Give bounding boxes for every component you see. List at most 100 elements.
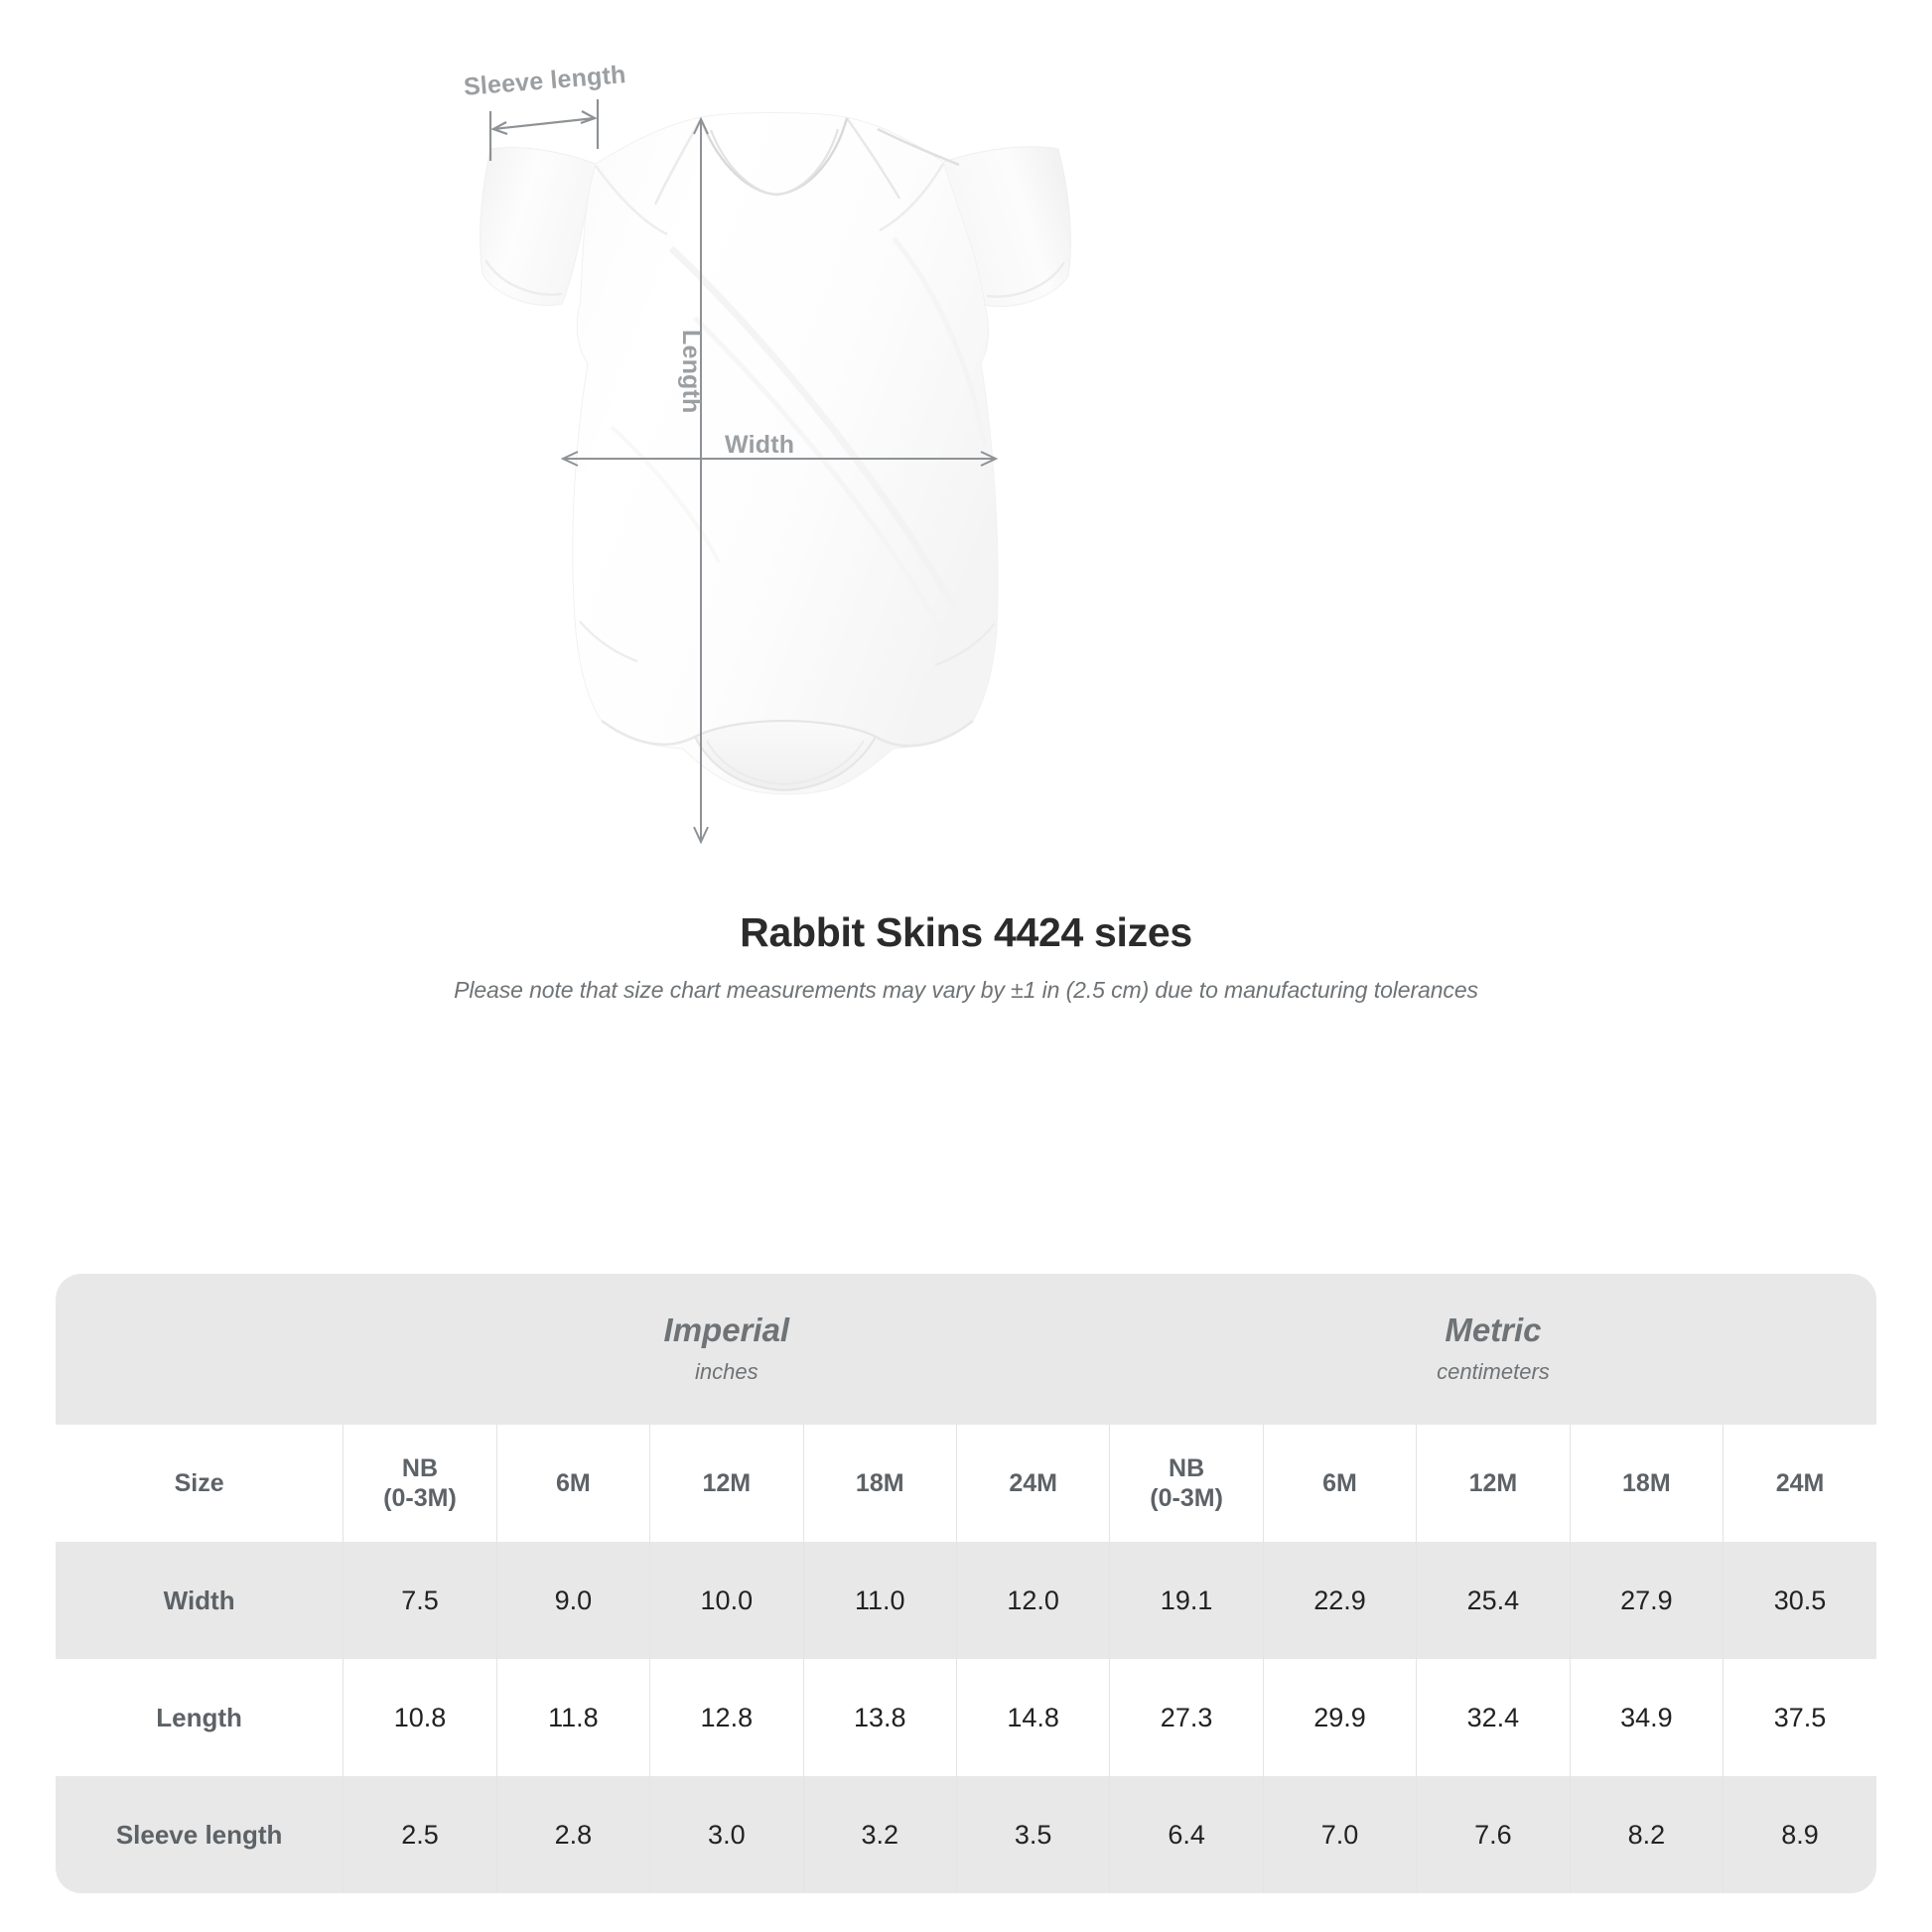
left-leg-notch — [579, 621, 638, 663]
unit-name: Metric — [1445, 1311, 1542, 1348]
measurement-cell: 3.2 — [802, 1776, 957, 1893]
measurement-cell: 11.0 — [802, 1542, 957, 1659]
measurement-cell: 37.5 — [1723, 1659, 1876, 1776]
measurement-cell: 30.5 — [1723, 1542, 1876, 1659]
column-header-nb: NB (0-3M) — [343, 1425, 497, 1542]
measurement-cell: 12.8 — [649, 1659, 804, 1776]
measurement-cell: 14.8 — [955, 1659, 1110, 1776]
column-header-12m: 12M — [1416, 1425, 1571, 1542]
size-age-range: (0-3M) — [1150, 1484, 1223, 1512]
right-leg-notch — [934, 622, 996, 667]
column-header-size: Size — [56, 1425, 344, 1542]
size-name: 18M — [1622, 1468, 1671, 1497]
column-header-6m: 6M — [495, 1425, 650, 1542]
measurement-cell: 22.9 — [1262, 1542, 1417, 1659]
bodysuit-diagram — [480, 99, 1071, 845]
fabric-fold-2 — [693, 316, 958, 657]
measurement-cell: 3.5 — [955, 1776, 1110, 1893]
size-age-range: (0-3M) — [383, 1484, 457, 1512]
length-arrowhead-bottom — [693, 826, 709, 845]
unit-system-row: Imperial inches Metric centimeters — [56, 1274, 1876, 1425]
size-name: 18M — [855, 1468, 904, 1497]
fabric-fold-3 — [610, 425, 721, 563]
measurement-cell: 10.8 — [343, 1659, 497, 1776]
lap-shoulder-fold — [877, 127, 960, 167]
fabric-fold-1 — [668, 245, 957, 608]
width-arrowhead-right — [980, 451, 999, 467]
left-armhole-seam — [594, 165, 668, 236]
width-label: Width — [725, 431, 795, 459]
left-sleeve — [480, 147, 597, 306]
size-name: 12M — [1468, 1468, 1518, 1497]
length-arrowhead-top — [693, 116, 709, 135]
table-row: Length 10.8 11.8 12.8 13.8 14.8 27.3 29.9 32.4 34… — [56, 1659, 1876, 1776]
page-title: Rabbit Skins 4424 sizes — [740, 909, 1192, 955]
size-name: 6M — [556, 1468, 591, 1497]
size-name: 24M — [1775, 1468, 1825, 1497]
unit-row-spacer — [56, 1274, 344, 1425]
measurement-cell: 3.0 — [649, 1776, 804, 1893]
size-name: 24M — [1009, 1468, 1057, 1497]
measurement-cell: 34.9 — [1569, 1659, 1724, 1776]
sleeve-measure-group — [488, 99, 600, 161]
measurement-cell: 10.0 — [649, 1542, 804, 1659]
size-chart-table: Imperial inches Metric centimeters Size NB (0-… — [56, 1274, 1876, 1893]
measurement-cell: 32.4 — [1416, 1659, 1571, 1776]
table-row: Sleeve length 2.5 2.8 3.0 3.2 3.5 6.4 7.0 7.6 8.2… — [56, 1776, 1876, 1893]
right-armhole-seam — [879, 163, 945, 232]
measurement-cell: 27.3 — [1109, 1659, 1264, 1776]
length-label: Length — [677, 330, 705, 414]
unit-subtitle: centimeters — [1437, 1359, 1550, 1385]
measurement-cell: 12.0 — [955, 1542, 1110, 1659]
column-header-18m: 18M — [802, 1425, 957, 1542]
column-header-12m: 12M — [649, 1425, 804, 1542]
measurement-cell: 7.5 — [343, 1542, 497, 1659]
unit-name: Imperial — [663, 1311, 790, 1348]
column-header-6m: 6M — [1262, 1425, 1417, 1542]
tolerance-note: Please note that size chart measurements… — [454, 977, 1478, 1003]
row-label: Sleeve length — [56, 1776, 344, 1893]
crotch-gusset-inner — [706, 740, 865, 786]
width-arrowhead-left — [560, 451, 579, 467]
measurement-cell: 2.5 — [343, 1776, 497, 1893]
column-header-nb: NB (0-3M) — [1109, 1425, 1264, 1542]
measurement-cell: 11.8 — [495, 1659, 650, 1776]
garment-illustration: Sleeve length Length Width — [0, 0, 1932, 894]
unit-subtitle: inches — [695, 1359, 759, 1385]
neckline-inner — [709, 128, 840, 197]
measurement-cell: 8.2 — [1569, 1776, 1724, 1893]
width-measure-group — [560, 451, 999, 467]
measurement-cell: 27.9 — [1569, 1542, 1724, 1659]
size-name: 6M — [1322, 1468, 1357, 1497]
sleeve-arrow-line — [492, 116, 596, 131]
table-row: Width 7.5 9.0 10.0 11.0 12.0 19.1 22.9 25.4 27.9 3… — [56, 1542, 1876, 1659]
measurement-cell: 7.6 — [1416, 1776, 1571, 1893]
measurement-cell: 19.1 — [1109, 1542, 1264, 1659]
length-measure-group — [693, 116, 709, 845]
row-label: Width — [56, 1542, 344, 1659]
measurement-cell: 8.9 — [1723, 1776, 1876, 1893]
sleeve-arrowhead-left — [490, 121, 508, 136]
size-header-row: Size NB (0-3M) 6M 12M 18M 24M NB (0-3M) 6M 12M 18M 2… — [56, 1425, 1876, 1542]
measurement-cell: 2.8 — [495, 1776, 650, 1893]
sleeve-arrowhead-right — [580, 110, 598, 125]
right-sleeve-hem — [986, 261, 1066, 298]
measurement-cell: 13.8 — [802, 1659, 957, 1776]
size-name: NB — [1169, 1453, 1205, 1482]
column-header-18m: 18M — [1569, 1425, 1724, 1542]
size-name: 12M — [702, 1468, 752, 1497]
left-sleeve-hem — [483, 259, 563, 296]
measurement-cell: 25.4 — [1416, 1542, 1571, 1659]
unit-header-metric: Metric centimeters — [1109, 1274, 1876, 1425]
measurement-cell: 7.0 — [1262, 1776, 1417, 1893]
measurement-cell: 9.0 — [495, 1542, 650, 1659]
column-header-24m: 24M — [955, 1425, 1110, 1542]
column-header-24m: 24M — [1723, 1425, 1876, 1542]
fabric-fold-4 — [892, 236, 988, 448]
size-name: NB — [401, 1453, 439, 1482]
measurement-cell: 6.4 — [1109, 1776, 1264, 1893]
right-leg-hem — [875, 719, 974, 748]
title-block: Rabbit Skins 4424 sizes Please note that… — [0, 909, 1932, 1004]
right-shoulder-seam — [845, 117, 901, 200]
measurement-cell: 29.9 — [1262, 1659, 1417, 1776]
